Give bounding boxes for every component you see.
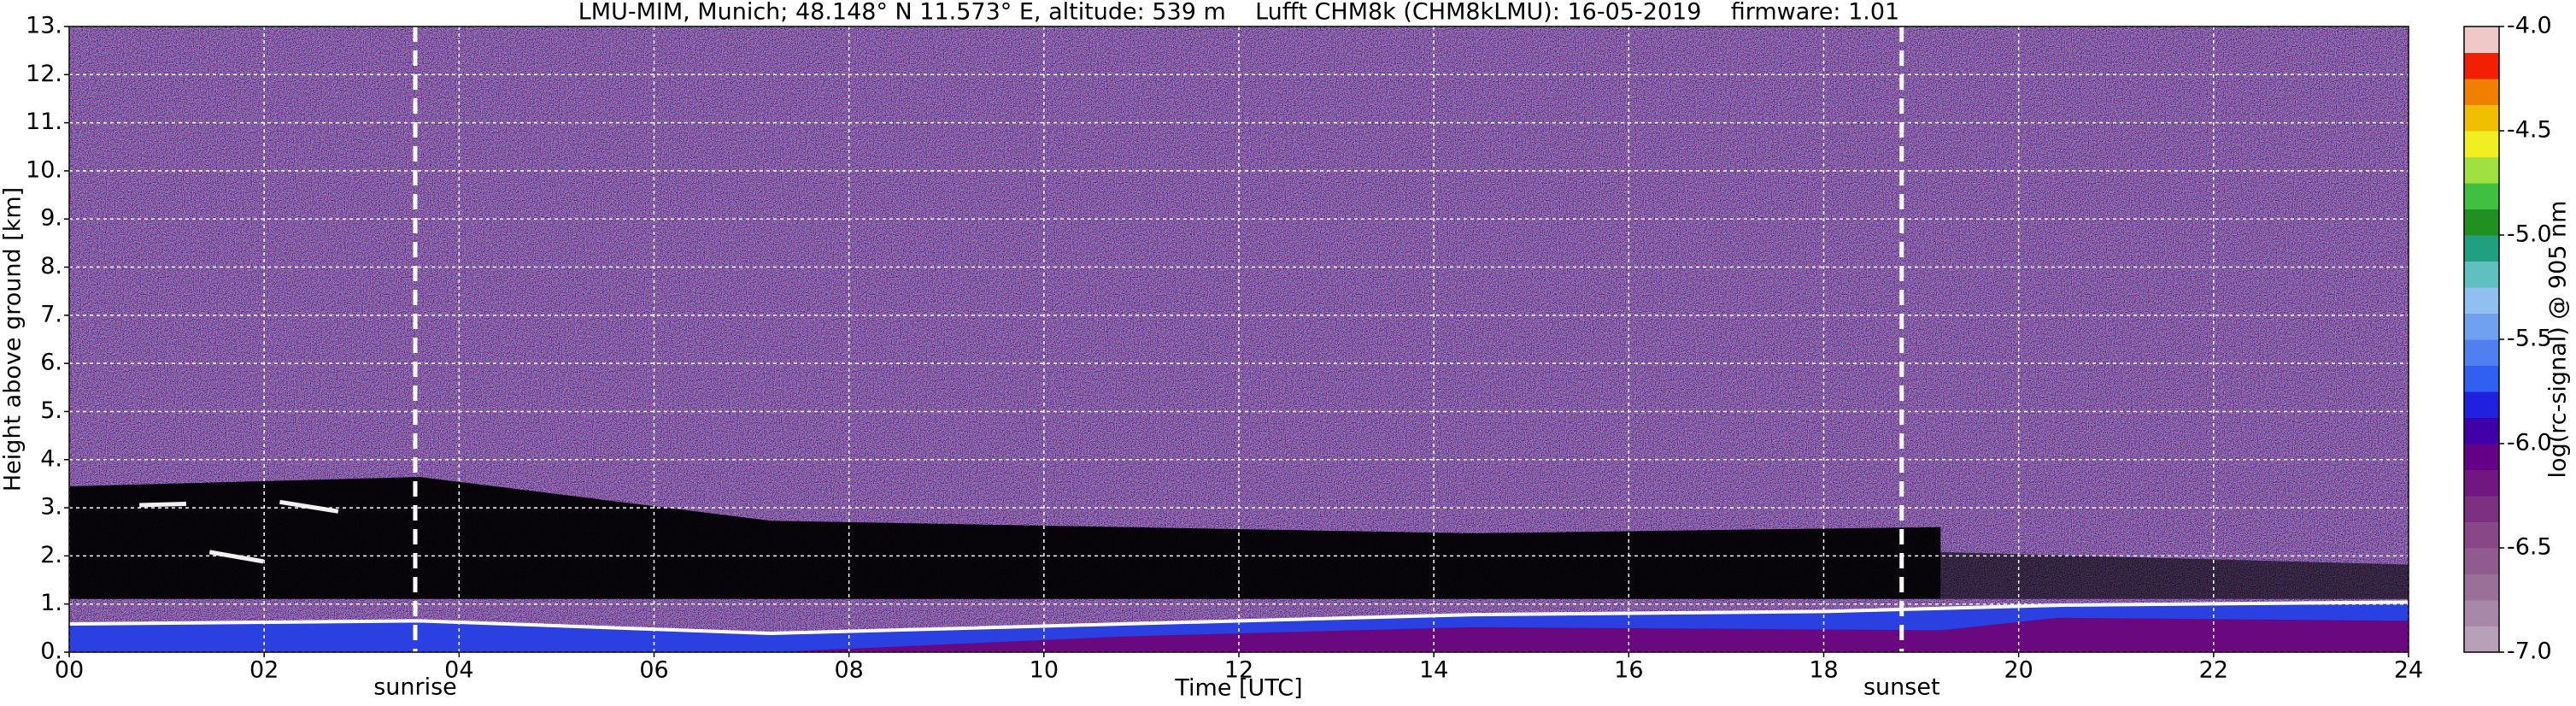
colorbar-segment [2464, 79, 2499, 105]
y-tick-label: 8. [40, 253, 62, 279]
colorbar-segment [2464, 548, 2499, 574]
colorbar-segment [2464, 339, 2499, 366]
annotation-label: sunset [1863, 674, 1940, 701]
heatmap-cloud-top [68, 600, 2409, 636]
colorbar-segment [2464, 417, 2499, 444]
x-tick-label: 22 [2199, 657, 2228, 684]
colorbar-tick-label: -6.0 [2507, 430, 2552, 456]
y-tick-label: 3. [40, 494, 62, 521]
annotation-label: sunrise [373, 674, 457, 701]
colorbar-segment [2464, 469, 2499, 497]
y-tick-label: 0. [40, 638, 62, 665]
colorbar-segment [2464, 391, 2499, 418]
x-tick-label: 14 [1419, 657, 1448, 684]
colorbar-segment [2464, 626, 2499, 653]
y-tick-label: 2. [40, 542, 62, 568]
colorbar-segment [2464, 287, 2499, 314]
x-tick-label: 00 [55, 657, 84, 684]
y-tick-label: 11. [26, 109, 62, 135]
x-tick-label: 16 [1614, 657, 1643, 684]
colorbar-segment [2464, 365, 2499, 392]
colorbar-segment [2464, 313, 2499, 340]
x-tick-label: 20 [2004, 657, 2033, 684]
colorbar-segment [2464, 521, 2499, 549]
colorbar-tick-label: -4.0 [2507, 13, 2552, 39]
x-axis-label: Time [UTC] [1174, 675, 1302, 702]
colorbar-segment [2464, 261, 2499, 288]
y-tick-label: 7. [40, 301, 62, 327]
x-tick-label: 24 [2394, 657, 2423, 684]
colorbar-segment [2464, 52, 2499, 79]
heatmap-dark-layer [1940, 551, 2409, 599]
plot-frame [68, 26, 2409, 653]
colorbar-segment [2464, 156, 2499, 184]
y-tick-label: 1. [40, 590, 62, 616]
colorbar-segment [2464, 104, 2499, 132]
heatmap-boundary-core [771, 617, 2409, 652]
colorbar-tick-label: -5.5 [2507, 326, 2552, 352]
plot-area [68, 26, 2409, 652]
y-tick-label: 9. [40, 205, 62, 232]
x-tick-label: 04 [444, 657, 473, 684]
heatmap-aerosol-layer [139, 499, 339, 564]
x-tick-label: 02 [249, 657, 279, 684]
chart-title: LMU-MIM, Munich; 48.148° N 11.573° E, al… [578, 0, 1899, 26]
colorbar-tick-label: -6.5 [2507, 534, 2552, 561]
colorbar-tick-label: -4.5 [2507, 117, 2552, 144]
y-tick-label: 4. [40, 445, 62, 472]
y-tick-label: 13. [26, 13, 62, 39]
y-tick-label: 10. [26, 156, 62, 183]
colorbar-label: log(rc-signal) @ 905 nm [2545, 201, 2572, 479]
colorbar-tick-label: -7.0 [2507, 638, 2552, 665]
x-tick-label: 18 [1809, 657, 1838, 684]
x-tick-label: 12 [1224, 657, 1253, 684]
y-axis-label: Height above ground [km] [0, 187, 26, 491]
colorbar-segment [2464, 183, 2499, 209]
colorbar-segment [2464, 600, 2499, 627]
colorbar-segment [2464, 235, 2499, 262]
x-tick-label: 08 [834, 657, 863, 684]
colorbar-segment [2464, 496, 2499, 522]
y-tick-label: 6. [40, 350, 62, 376]
colorbar-segment [2464, 444, 2499, 470]
colorbar-tick-label: -5.0 [2507, 221, 2552, 248]
colorbar-segment [2464, 209, 2499, 236]
colorbar-segment [2464, 26, 2499, 53]
x-tick-label: 06 [639, 657, 668, 684]
x-tick-label: 10 [1030, 657, 1059, 684]
y-tick-label: 12. [26, 61, 62, 87]
colorbar-segment [2464, 574, 2499, 601]
colorbar-segment [2464, 131, 2499, 157]
y-tick-label: 5. [40, 397, 62, 424]
